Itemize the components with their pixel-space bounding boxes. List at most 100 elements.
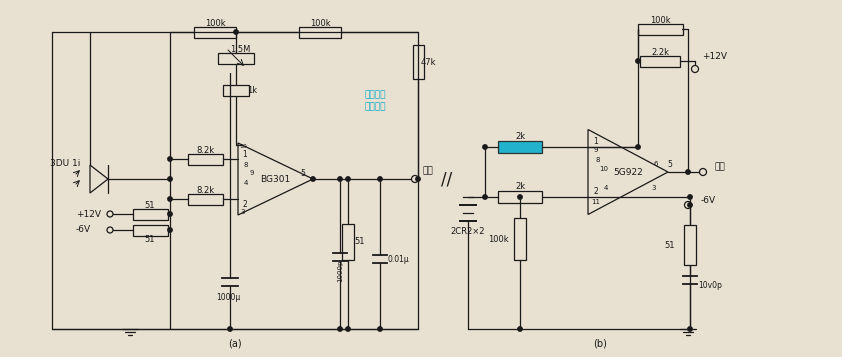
Circle shape <box>482 145 488 149</box>
Text: 51: 51 <box>664 241 675 250</box>
Text: 2k: 2k <box>515 181 525 191</box>
Text: 1000p: 1000p <box>337 260 343 282</box>
Bar <box>194 26 236 37</box>
Bar <box>132 208 168 220</box>
Circle shape <box>482 195 488 199</box>
Text: -6V: -6V <box>76 226 91 235</box>
Bar <box>637 24 683 35</box>
Bar <box>684 225 696 265</box>
Circle shape <box>685 201 691 208</box>
Text: 2k: 2k <box>515 131 525 141</box>
Bar <box>640 55 680 66</box>
Bar <box>218 52 254 64</box>
Circle shape <box>518 327 522 331</box>
Bar <box>413 45 424 79</box>
Text: 1.5M: 1.5M <box>230 45 250 54</box>
Circle shape <box>685 170 690 174</box>
Bar <box>223 85 249 96</box>
Text: +12V: +12V <box>702 51 727 60</box>
Circle shape <box>346 327 350 331</box>
Circle shape <box>338 327 342 331</box>
Circle shape <box>234 30 238 34</box>
Text: 2: 2 <box>242 200 248 208</box>
Text: 100k: 100k <box>488 235 509 243</box>
Text: 4: 4 <box>604 185 608 191</box>
Bar <box>498 141 542 153</box>
Bar <box>188 193 222 205</box>
Circle shape <box>688 327 692 331</box>
Bar <box>498 191 542 203</box>
Text: 3: 3 <box>241 209 245 215</box>
Bar <box>188 154 222 165</box>
Text: 51: 51 <box>145 235 155 243</box>
Circle shape <box>168 177 173 181</box>
Text: (b): (b) <box>593 338 607 348</box>
Text: -6V: -6V <box>701 196 716 205</box>
Circle shape <box>168 228 173 232</box>
Text: 1k: 1k <box>247 85 257 95</box>
Bar <box>514 218 526 260</box>
Text: 9: 9 <box>594 147 599 153</box>
Text: 3: 3 <box>652 185 656 191</box>
Circle shape <box>412 176 418 182</box>
Text: 5G922: 5G922 <box>613 167 643 176</box>
Circle shape <box>700 169 706 176</box>
Text: 51: 51 <box>354 237 365 246</box>
Text: 8: 8 <box>243 162 248 168</box>
Text: 8.2k: 8.2k <box>196 146 214 155</box>
Text: 10: 10 <box>239 144 247 149</box>
Text: 10: 10 <box>600 166 609 172</box>
Circle shape <box>311 177 315 181</box>
Text: (a): (a) <box>228 338 242 348</box>
Text: 51: 51 <box>145 201 155 210</box>
Circle shape <box>636 145 640 149</box>
Text: 5: 5 <box>668 160 673 169</box>
Text: +12V: +12V <box>76 210 101 218</box>
Circle shape <box>107 227 113 233</box>
Circle shape <box>168 197 173 201</box>
Circle shape <box>228 327 232 331</box>
Text: 10v0p: 10v0p <box>698 281 722 290</box>
Text: 4: 4 <box>244 180 248 186</box>
Text: //: // <box>441 170 453 188</box>
Circle shape <box>346 177 350 181</box>
Text: 1: 1 <box>594 136 599 146</box>
Circle shape <box>168 157 173 161</box>
Text: 9: 9 <box>250 170 254 176</box>
Circle shape <box>688 195 692 199</box>
Text: 电平调节: 电平调节 <box>365 102 386 111</box>
Circle shape <box>338 177 342 181</box>
Text: 输出直流: 输出直流 <box>365 91 386 100</box>
Circle shape <box>107 211 113 217</box>
Text: 输出: 输出 <box>715 162 725 171</box>
Circle shape <box>688 203 692 207</box>
Text: 100k: 100k <box>205 19 226 27</box>
Circle shape <box>691 65 699 72</box>
Text: 100k: 100k <box>650 15 670 25</box>
Text: 47k: 47k <box>420 57 436 66</box>
Text: 8.2k: 8.2k <box>196 186 214 195</box>
Text: 100k: 100k <box>310 19 330 27</box>
Bar <box>342 224 354 260</box>
Circle shape <box>416 177 420 181</box>
Circle shape <box>518 195 522 199</box>
Text: 3DU 1i: 3DU 1i <box>50 159 80 167</box>
Text: 输出: 输出 <box>423 166 434 176</box>
Text: 1: 1 <box>242 150 248 159</box>
Text: 2: 2 <box>594 186 599 196</box>
Text: BG301: BG301 <box>260 175 290 183</box>
Text: 6: 6 <box>653 161 658 167</box>
Text: 1000μ: 1000μ <box>216 292 240 302</box>
Text: 0.01μ: 0.01μ <box>387 255 409 263</box>
Text: 8: 8 <box>596 157 600 163</box>
Circle shape <box>378 177 382 181</box>
Circle shape <box>168 212 173 216</box>
Bar <box>299 26 341 37</box>
Text: 11: 11 <box>591 199 600 205</box>
Text: 5: 5 <box>301 169 306 177</box>
Bar <box>132 225 168 236</box>
Circle shape <box>378 327 382 331</box>
Text: 2.2k: 2.2k <box>651 47 669 56</box>
Circle shape <box>636 59 640 63</box>
Text: 2CR2×2: 2CR2×2 <box>450 226 485 236</box>
